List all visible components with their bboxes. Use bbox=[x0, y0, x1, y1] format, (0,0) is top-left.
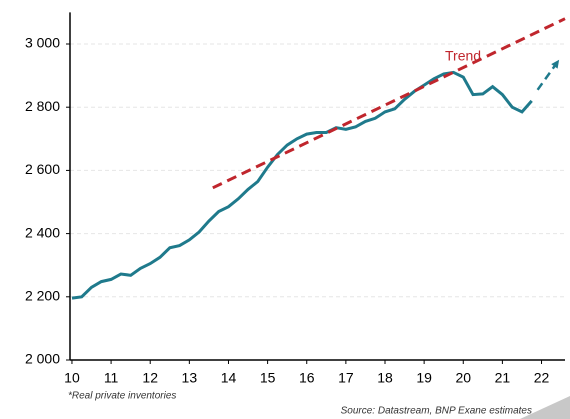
y-tick-label: 3 000 bbox=[25, 35, 60, 51]
trend-line bbox=[212, 17, 566, 190]
x-tick-label: 20 bbox=[455, 370, 471, 386]
x-tick-label: 13 bbox=[182, 370, 198, 386]
x-tick-label: 11 bbox=[104, 370, 119, 386]
trend-label: Trend bbox=[445, 47, 481, 63]
x-tick-label: 15 bbox=[260, 370, 276, 386]
x-tick-label: 12 bbox=[142, 370, 158, 386]
corner-decoration bbox=[520, 396, 570, 419]
y-tick-label: 2 000 bbox=[25, 351, 60, 367]
x-tick-label: 10 bbox=[64, 370, 80, 386]
x-tick-label: 18 bbox=[377, 370, 393, 386]
y-tick-label: 2 600 bbox=[25, 161, 60, 177]
series-note: *Real private inventories bbox=[68, 391, 176, 402]
x-tick-label: 21 bbox=[495, 370, 511, 386]
x-tick-label: 19 bbox=[416, 370, 432, 386]
x-tick-label: 16 bbox=[299, 370, 315, 386]
x-tick-label: 22 bbox=[534, 370, 550, 386]
data-line bbox=[71, 70, 533, 300]
y-tick-label: 2 200 bbox=[25, 288, 60, 304]
x-tick-label: 17 bbox=[338, 370, 354, 386]
y-tick-label: 2 800 bbox=[25, 98, 60, 114]
arrow-head bbox=[551, 59, 560, 69]
y-tick-label: 2 400 bbox=[25, 224, 60, 240]
source-note: Source: Datastream, BNP Exane estimates bbox=[341, 406, 532, 417]
x-tick-label: 14 bbox=[221, 370, 237, 386]
